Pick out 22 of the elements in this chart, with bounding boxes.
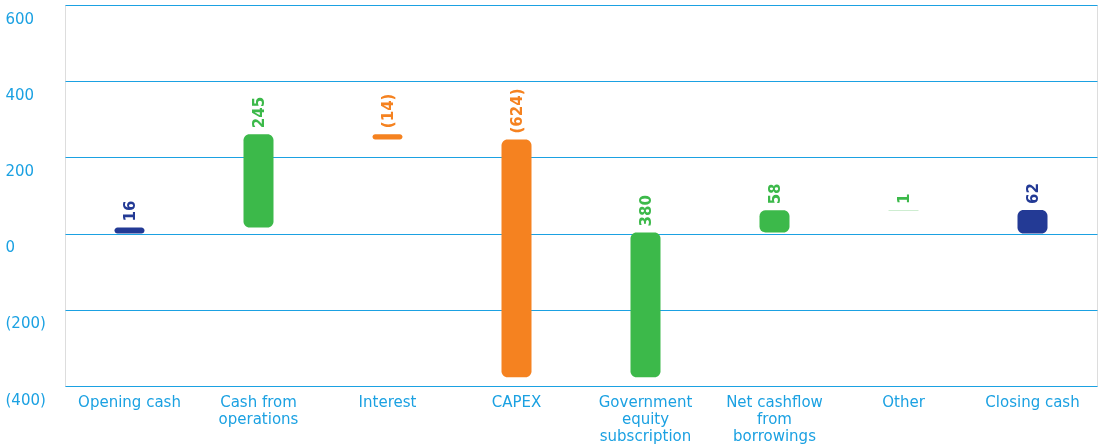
x-tick-label: Other — [882, 392, 926, 411]
data-label: 16 — [120, 200, 139, 222]
y-tick-label: 600 — [5, 9, 35, 28]
x-tick-label: Cash from operations — [218, 392, 299, 428]
data-label: 1 — [894, 193, 913, 204]
data-label: 245 — [249, 96, 268, 129]
x-tick-label: Net cashflow from borrowings — [726, 392, 823, 445]
data-label: (624) — [507, 88, 526, 134]
y-tick-label: (200) — [5, 314, 46, 333]
y-tick-label: (400) — [5, 390, 46, 409]
y-tick-label: 200 — [5, 161, 35, 180]
y-tick-label: 400 — [5, 85, 35, 104]
data-label: 62 — [1023, 183, 1042, 204]
x-tick-label: Closing cash — [985, 392, 1080, 411]
data-label: 58 — [765, 183, 784, 205]
data-label: 380 — [636, 195, 655, 227]
x-tick-label: Opening cash — [78, 392, 181, 411]
data-label: (14) — [378, 93, 397, 129]
x-tick-label: CAPEX — [491, 392, 542, 411]
y-tick-label: 0 — [5, 238, 16, 257]
x-tick-label: Government equity subscription — [598, 392, 693, 445]
x-tick-label: Interest — [358, 392, 417, 411]
